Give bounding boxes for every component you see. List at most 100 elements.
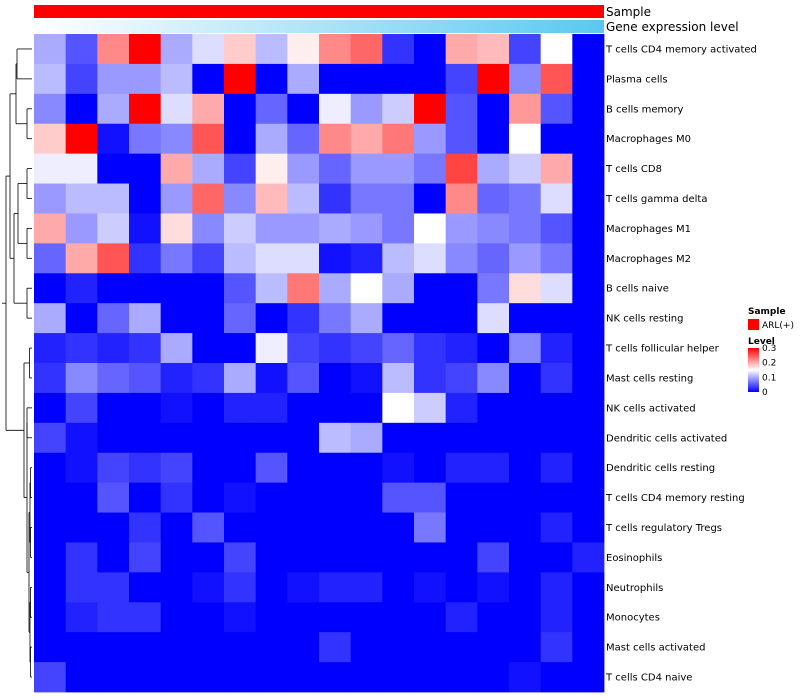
heatmap-cell — [255, 273, 288, 304]
heatmap-cell — [540, 392, 573, 424]
heatmap-cell — [97, 303, 130, 334]
heatmap-cell — [97, 273, 130, 304]
legend-sample-title: Sample — [748, 307, 786, 317]
heatmap-cell — [445, 363, 478, 394]
heatmap-cell — [287, 213, 320, 244]
heatmap-cell — [97, 452, 130, 484]
heatmap-cell — [255, 34, 288, 65]
heatmap-cell — [382, 183, 415, 214]
legend-level-tick: 0.2 — [762, 359, 776, 369]
heatmap-cell — [319, 303, 352, 334]
heatmap-cell — [414, 183, 447, 214]
heatmap-cell — [572, 213, 605, 244]
heatmap-cell — [97, 213, 130, 244]
heatmap-cell — [572, 303, 605, 334]
heatmap-cell — [224, 422, 257, 454]
heatmap-cell — [224, 153, 257, 184]
heatmap-cell — [414, 153, 447, 184]
heatmap-cell — [287, 123, 320, 155]
heatmap-cell — [255, 512, 288, 543]
heatmap-cell — [350, 93, 383, 125]
heatmap-cell — [129, 123, 162, 155]
heatmap-cell — [34, 93, 67, 125]
heatmap-cell — [382, 602, 415, 633]
heatmap-cell — [350, 572, 383, 603]
heatmap-cell — [34, 333, 67, 364]
heatmap-cell — [224, 512, 257, 543]
heatmap-cell — [287, 333, 320, 364]
heatmap-cell — [319, 93, 352, 125]
heatmap-cell — [445, 482, 478, 513]
heatmap-cell — [129, 602, 162, 633]
sample-annotation-label: Sample — [606, 5, 651, 19]
heatmap-cell — [572, 243, 605, 274]
heatmap-cell — [445, 63, 478, 95]
heatmap-cell — [350, 392, 383, 424]
heatmap-cell — [65, 34, 98, 65]
heatmap-cell — [414, 662, 447, 693]
heatmap-cell — [34, 213, 67, 244]
heatmap-cell — [414, 392, 447, 424]
row-label: NK cells resting — [606, 314, 683, 325]
heatmap-cell — [192, 34, 225, 65]
heatmap-cell — [382, 392, 415, 424]
heatmap-cell — [382, 542, 415, 573]
heatmap-cell — [224, 392, 257, 424]
heatmap-cell — [192, 632, 225, 663]
heatmap-cell — [540, 333, 573, 364]
heatmap-cell — [414, 363, 447, 394]
row-label: T cells CD8 — [605, 164, 662, 175]
heatmap-cell — [192, 333, 225, 364]
heatmap-cell — [350, 452, 383, 484]
heatmap-cell — [414, 602, 447, 633]
legend-level-colorbar — [748, 348, 759, 392]
heatmap-cell — [255, 303, 288, 334]
heatmap-cell — [540, 183, 573, 214]
heatmap-cell — [477, 662, 510, 693]
row-label: Monocytes — [606, 613, 660, 624]
heatmap-cell — [34, 482, 67, 513]
heatmap-cell — [540, 422, 573, 454]
heatmap-cell — [572, 333, 605, 364]
legend-level-tick: 0.1 — [762, 373, 776, 383]
heatmap-cell — [350, 632, 383, 663]
heatmap-cell — [129, 34, 162, 65]
heatmap-cell — [192, 392, 225, 424]
heatmap-cell — [65, 93, 98, 125]
heatmap-cell — [319, 34, 352, 65]
heatmap-cell — [160, 183, 193, 214]
heatmap-cell — [445, 542, 478, 573]
heatmap-cell — [160, 333, 193, 364]
heatmap-cell — [445, 34, 478, 65]
heatmap-cell — [319, 632, 352, 663]
heatmap-cell — [572, 662, 605, 693]
row-dendrogram — [2, 48, 32, 678]
heatmap-cell — [414, 303, 447, 334]
row-label: T cells follicular helper — [605, 344, 720, 355]
heatmap-cell — [540, 34, 573, 65]
heatmap-cell — [34, 662, 67, 693]
heatmap-cell — [509, 482, 542, 513]
heatmap-cell — [572, 93, 605, 125]
heatmap-cell — [350, 303, 383, 334]
heatmap-cell — [224, 243, 257, 274]
heatmap-cell — [224, 273, 257, 304]
heatmap-cells — [34, 34, 605, 693]
heatmap-cell — [509, 34, 542, 65]
heatmap-cell — [160, 273, 193, 304]
row-label: T cells gamma delta — [605, 194, 707, 205]
heatmap-cell — [414, 333, 447, 364]
heatmap-cell — [572, 542, 605, 573]
heatmap-cell — [34, 422, 67, 454]
heatmap-cell — [572, 392, 605, 424]
heatmap-cell — [350, 602, 383, 633]
row-label: Macrophages M2 — [606, 254, 691, 265]
heatmap-cell — [224, 333, 257, 364]
heatmap-cell — [255, 452, 288, 484]
heatmap-cell — [414, 482, 447, 513]
heatmap-cell — [477, 303, 510, 334]
heatmap-cell — [350, 34, 383, 65]
heatmap-cell — [192, 213, 225, 244]
heatmap-cell — [382, 632, 415, 663]
heatmap-cell — [477, 153, 510, 184]
